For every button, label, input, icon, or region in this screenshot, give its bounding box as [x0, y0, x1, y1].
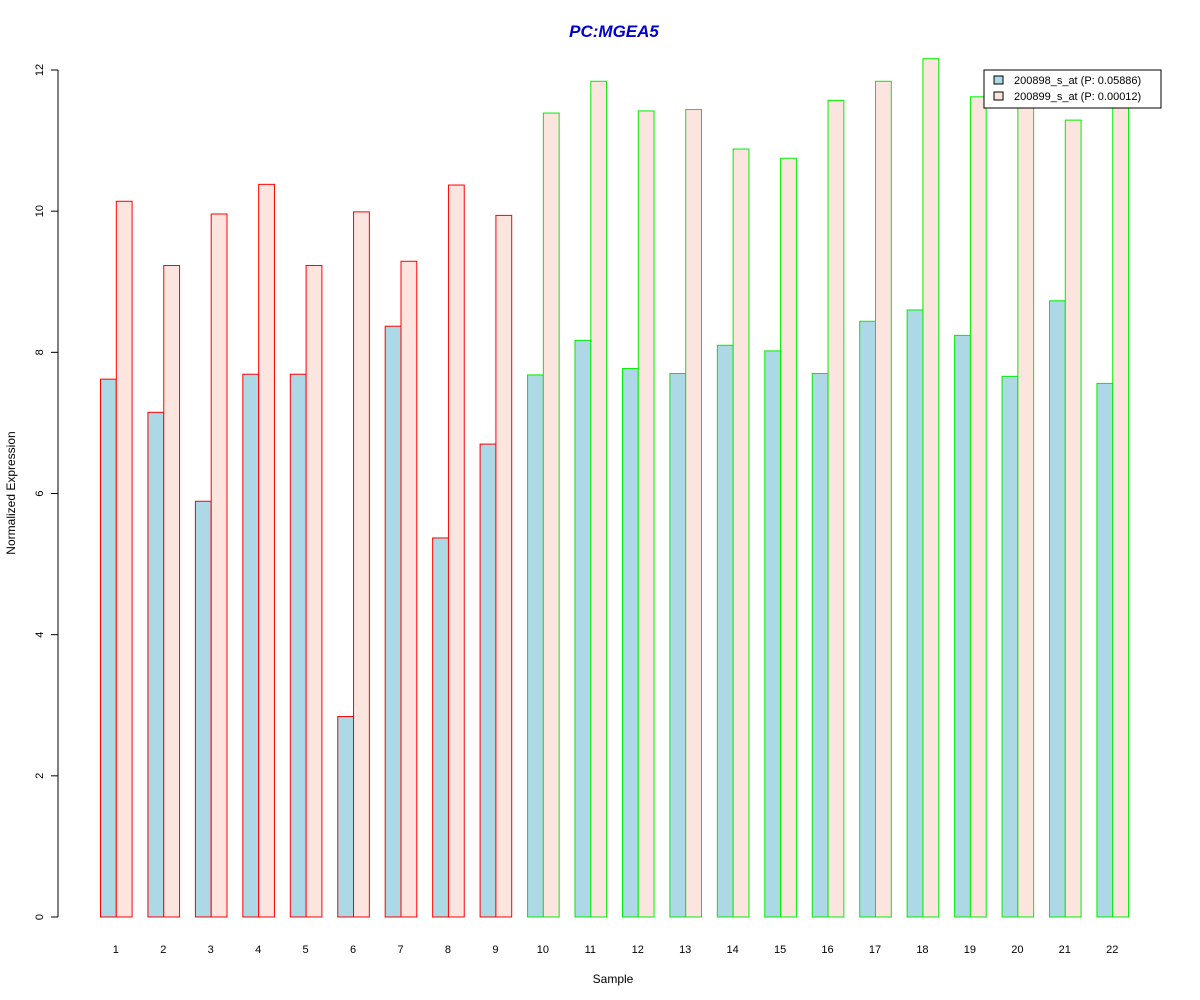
bar-series2-sample-11 [590, 80, 608, 918]
x-tick-label: 5 [303, 944, 309, 956]
bar-series1-sample-4 [242, 373, 260, 918]
bar-series1-sample-20 [1001, 375, 1019, 918]
bar-series2-sample-17 [875, 80, 892, 918]
bar-series2-sample-16 [827, 99, 845, 918]
bar-series2-sample-15 [780, 157, 797, 918]
y-axis: 0 2 4 6 8 10 12 [34, 64, 59, 920]
bar-series1-sample-18 [906, 309, 924, 918]
bar-series2-sample-3 [210, 213, 228, 918]
x-tick-label: 2 [160, 944, 166, 956]
bar-series1-sample-13 [669, 373, 687, 918]
bar-series2-sample-6 [353, 211, 370, 918]
bar-series2-sample-14 [732, 148, 750, 918]
bar-series-group [100, 58, 1130, 918]
x-tick-label: 6 [350, 944, 356, 956]
x-tick-label: 3 [208, 944, 214, 956]
bar-series1-sample-10 [527, 374, 544, 918]
bar-series2-sample-10 [542, 112, 560, 918]
x-tick-label: 4 [255, 944, 261, 956]
bar-series2-sample-22 [1112, 101, 1130, 918]
legend-label-series2: 200899_s_at (P: 0.00012) [1014, 91, 1141, 103]
y-tick-label: 10 [34, 205, 46, 217]
x-tick-label: 11 [585, 944, 596, 956]
x-tick-label: 22 [1106, 944, 1118, 956]
chart-title: PC:MGEA5 [569, 22, 659, 41]
bar-series1-sample-16 [811, 373, 829, 918]
bar-series1-sample-17 [859, 320, 877, 918]
bar-series2-sample-5 [305, 265, 323, 918]
x-axis-labels: 1 2 3 4 5 6 7 8 9 10 11 12 13 14 15 16 17 18 19 20 21 22 [113, 944, 1119, 956]
bar-series1-sample-15 [764, 350, 782, 918]
bar-series2-sample-13 [685, 109, 703, 918]
bar-series2-sample-19 [969, 96, 987, 918]
x-tick-label: 10 [537, 944, 549, 956]
x-tick-label: 15 [774, 944, 786, 956]
bar-series2-sample-20 [1017, 101, 1035, 918]
x-tick-label: 16 [821, 944, 833, 956]
y-tick-label: 0 [34, 914, 46, 920]
bar-series1-sample-9 [479, 443, 497, 918]
x-tick-label: 1 [113, 944, 119, 956]
y-axis-title: Normalized Expression [4, 431, 18, 554]
bar-series1-sample-3 [194, 500, 212, 918]
bar-series1-sample-1 [100, 378, 117, 918]
bar-series1-sample-2 [147, 411, 165, 918]
x-tick-label: 13 [679, 944, 691, 956]
x-axis-title: Sample [593, 972, 634, 986]
bar-series1-sample-7 [384, 325, 402, 918]
bar-series1-sample-11 [574, 339, 592, 918]
y-tick-label: 4 [34, 632, 46, 638]
x-tick-label: 19 [964, 944, 976, 956]
x-tick-label: 14 [727, 944, 739, 956]
bar-series1-sample-12 [621, 368, 639, 918]
y-tick-label: 6 [34, 490, 46, 496]
y-tick-label: 2 [34, 773, 46, 779]
x-tick-label: 20 [1011, 944, 1023, 956]
y-tick-label: 12 [34, 64, 46, 76]
bar-series2-sample-8 [447, 184, 465, 918]
x-tick-label: 21 [1059, 944, 1071, 956]
bar-series2-sample-21 [1064, 119, 1082, 918]
x-tick-label: 9 [492, 944, 498, 956]
x-tick-label: 7 [397, 944, 403, 956]
bar-series2-sample-1 [115, 200, 133, 918]
bar-series2-sample-12 [637, 110, 655, 918]
x-tick-label: 8 [445, 944, 451, 956]
bar-series2-sample-7 [400, 260, 418, 918]
x-tick-label: 17 [869, 944, 881, 956]
bar-series1-sample-21 [1049, 300, 1066, 918]
bar-series2-sample-9 [495, 214, 513, 918]
legend-swatch-series2 [993, 91, 1004, 101]
bar-series1-sample-6 [337, 716, 355, 918]
legend-swatch-series1 [993, 75, 1004, 85]
bar-series1-sample-5 [289, 373, 307, 918]
x-tick-label: 18 [916, 944, 928, 956]
x-tick-label: 12 [632, 944, 644, 956]
bar-series1-sample-14 [716, 344, 734, 918]
bar-series1-sample-22 [1096, 382, 1114, 918]
legend: 200898_s_at (P: 0.05886) 200899_s_at (P: … [983, 69, 1162, 109]
bar-series2-sample-18 [922, 58, 940, 918]
bar-series1-sample-8 [432, 537, 449, 918]
legend-label-series1: 200898_s_at (P: 0.05886) [1014, 75, 1141, 87]
y-tick-label: 8 [34, 349, 46, 355]
bar-series2-sample-2 [163, 265, 181, 918]
legend-box [983, 69, 1162, 109]
bar-series2-sample-4 [258, 183, 275, 918]
bar-series1-sample-19 [954, 334, 971, 918]
